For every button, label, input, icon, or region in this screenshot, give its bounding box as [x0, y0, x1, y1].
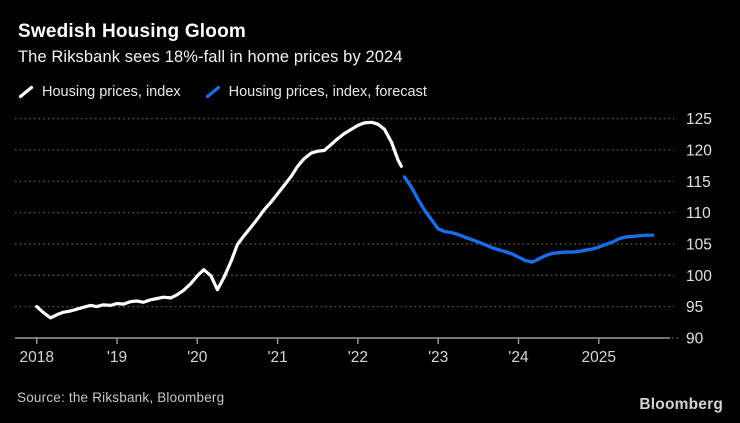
x-axis-label: '21 — [267, 349, 287, 366]
x-axis-label: '23 — [428, 349, 448, 366]
chart-legend: Housing prices, index Housing prices, in… — [18, 84, 427, 100]
y-axis-label: 115 — [686, 174, 711, 191]
x-axis-label: '22 — [348, 349, 368, 366]
x-axis-label: '19 — [107, 349, 127, 366]
y-axis-label: 125 — [686, 111, 712, 128]
x-axis-label: 2018 — [19, 349, 53, 366]
x-axis-label: 2025 — [582, 349, 616, 366]
chart-title: Swedish Housing Gloom — [18, 21, 246, 42]
chart-subtitle: The Riksbank sees 18%-fall in home price… — [18, 48, 403, 66]
y-axis-label: 100 — [686, 268, 712, 285]
forecast-price-line — [402, 175, 655, 264]
source-note: Source: the Riksbank, Bloomberg — [17, 390, 225, 405]
y-axis-label: 95 — [686, 299, 703, 316]
bloomberg-logo: Bloomberg — [639, 396, 723, 413]
actual-line-swatch-icon — [18, 85, 34, 99]
x-axis-label: '20 — [187, 349, 208, 366]
legend-item-forecast: Housing prices, index, forecast — [205, 84, 427, 100]
actual-price-line — [35, 120, 403, 320]
y-axis-label: 90 — [686, 331, 704, 348]
y-axis-label: 105 — [686, 236, 712, 253]
legend-item-actual: Housing prices, index — [18, 84, 181, 100]
y-axis-label: 120 — [686, 142, 712, 159]
y-axis-label: 110 — [686, 205, 711, 222]
x-axis-label: '24 — [508, 349, 529, 366]
forecast-line-swatch-icon — [205, 85, 220, 99]
legend-label-actual: Housing prices, index — [42, 84, 181, 100]
legend-label-forecast: Housing prices, index, forecast — [228, 84, 427, 100]
